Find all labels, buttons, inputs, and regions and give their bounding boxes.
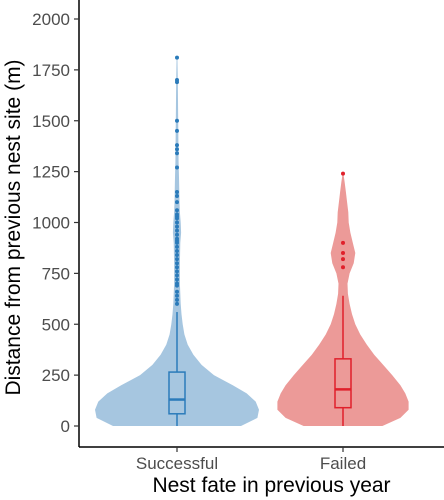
outlier-point-failed (341, 265, 345, 270)
y-tick-label: 1500 (32, 112, 70, 131)
outlier-point-successful (175, 261, 179, 266)
outlier-point-successful (175, 208, 179, 213)
outlier-point-successful (175, 228, 179, 233)
outlier-point-successful (175, 236, 179, 241)
box-successful (168, 371, 186, 415)
outliers-layer (175, 55, 345, 306)
y-tick-label: 1000 (32, 214, 70, 233)
outlier-point-successful (175, 55, 179, 60)
x-tick-label: Successful (136, 454, 218, 473)
outlier-point-failed (341, 240, 345, 245)
x-axis-ticks: Successful Failed (136, 447, 366, 473)
outlier-point-successful (175, 277, 179, 282)
outlier-point-successful (175, 293, 179, 298)
outlier-point-failed (341, 257, 345, 262)
outlier-point-successful (175, 232, 179, 237)
outlier-point-successful (175, 301, 179, 306)
outlier-point-successful (175, 265, 179, 270)
y-tick-label: 500 (42, 315, 70, 334)
y-tick-label: 1250 (32, 163, 70, 182)
y-tick-label: 750 (42, 264, 70, 283)
outlier-point-successful (175, 78, 179, 83)
outlier-point-successful (175, 118, 179, 123)
violins-layer (95, 57, 409, 426)
outlier-point-successful (175, 289, 179, 294)
outlier-point-successful (175, 273, 179, 278)
y-tick-label: 2000 (32, 10, 70, 29)
outlier-point-successful (175, 165, 179, 170)
y-tick-label: 250 (42, 366, 70, 385)
boxplots-layer (168, 295, 352, 426)
outlier-point-successful (175, 257, 179, 262)
outlier-point-successful (175, 248, 179, 253)
box-failed (334, 358, 352, 409)
outlier-point-successful (175, 194, 179, 199)
outlier-point-successful (175, 269, 179, 274)
outlier-point-successful (175, 200, 179, 205)
y-axis-ticks: 0 250 500 750 1000 1250 1500 1750 2000 (32, 10, 79, 436)
outlier-point-successful (175, 143, 179, 148)
outlier-point-successful (175, 151, 179, 156)
x-axis-title: Nest fate in previous year (152, 474, 390, 497)
y-tick-label: 1750 (32, 61, 70, 80)
outlier-point-successful (175, 253, 179, 258)
outlier-point-successful (175, 212, 179, 217)
x-tick-label: Failed (320, 454, 366, 473)
outlier-point-failed (341, 251, 345, 256)
outlier-point-successful (175, 244, 179, 249)
y-tick-label: 0 (61, 417, 70, 436)
y-axis-title: Distance from previous nest site (m) (2, 59, 25, 395)
outlier-point-successful (175, 220, 179, 225)
outlier-point-successful (175, 224, 179, 229)
outlier-point-successful (175, 147, 179, 152)
outlier-point-successful (175, 189, 179, 194)
outlier-point-successful (175, 128, 179, 133)
outlier-point-successful (175, 281, 179, 286)
outlier-point-failed (341, 171, 345, 176)
outlier-point-successful (175, 297, 179, 302)
